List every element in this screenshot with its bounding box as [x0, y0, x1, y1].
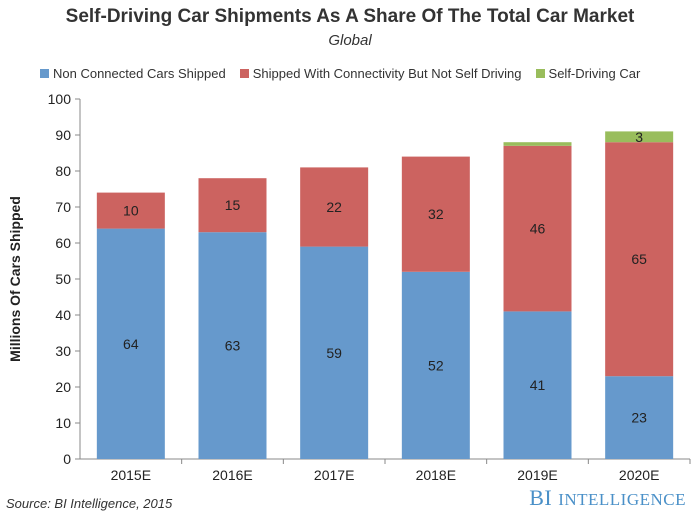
- legend-label-self-driving: Self-Driving Car: [548, 66, 641, 81]
- legend-label-connected: Shipped With Connectivity But Not Self D…: [252, 66, 522, 81]
- data-label: 15: [225, 197, 241, 213]
- x-tick-label: 2016E: [212, 467, 252, 483]
- data-label: 63: [225, 338, 241, 354]
- brand-logo: BI Intelligence: [529, 485, 686, 511]
- x-tick-label: 2017E: [314, 467, 354, 483]
- bar-segment-non-connected: [401, 271, 470, 459]
- legend-label-non-connected: Non Connected Cars Shipped: [53, 66, 226, 81]
- bar-segment-non-connected: [198, 232, 267, 459]
- brand-first: BI: [529, 485, 553, 510]
- bar-segment-connected: [96, 192, 165, 229]
- y-tick-label: 20: [55, 379, 71, 395]
- bar-segment-non-connected: [503, 311, 572, 459]
- y-tick-label: 30: [55, 343, 71, 359]
- legend-swatch-self-driving: [535, 69, 545, 78]
- data-label: 41: [530, 377, 546, 393]
- data-label: 46: [530, 221, 546, 237]
- data-label: 22: [326, 199, 342, 215]
- bar-segment-non-connected: [605, 376, 674, 459]
- data-label: 64: [123, 336, 139, 352]
- data-label: 23: [631, 410, 647, 426]
- bar-segment-connected: [300, 167, 369, 247]
- y-tick-label: 60: [55, 235, 71, 251]
- bar-segment-connected: [198, 178, 267, 233]
- legend-item-connected: Shipped With Connectivity But Not Self D…: [239, 66, 522, 81]
- brand-second: Intelligence: [558, 490, 686, 509]
- data-label: 3: [635, 129, 643, 145]
- data-label: 52: [428, 357, 444, 373]
- x-tick-label: 2015E: [111, 467, 151, 483]
- legend: Non Connected Cars Shipped Shipped With …: [40, 66, 640, 81]
- chart-subtitle: Global: [328, 32, 372, 49]
- x-tick-label: 2018E: [416, 467, 456, 483]
- bar-segment-self-driving: [605, 131, 674, 143]
- y-tick-label: 10: [55, 415, 71, 431]
- bar-segment-connected: [401, 156, 470, 272]
- data-label: 10: [123, 203, 139, 219]
- y-tick-label: 80: [55, 163, 71, 179]
- y-tick-label: 90: [55, 127, 71, 143]
- y-tick-label: 0: [63, 451, 71, 467]
- y-tick-label: 70: [55, 199, 71, 215]
- y-axis-label: Millions Of Cars Shipped: [7, 196, 23, 362]
- y-tick-label: 40: [55, 307, 71, 323]
- x-tick-label: 2020E: [619, 467, 659, 483]
- data-label: 32: [428, 206, 444, 222]
- x-tick-label: 2019E: [517, 467, 557, 483]
- bar-segment-non-connected: [300, 246, 369, 459]
- bar-segment-self-driving: [503, 142, 572, 146]
- legend-swatch-non-connected: [40, 69, 49, 78]
- data-label: 59: [326, 345, 342, 361]
- y-tick-label: 50: [55, 271, 71, 287]
- bar-segment-non-connected: [96, 228, 165, 459]
- legend-item-self-driving: Self-Driving Car: [535, 66, 641, 81]
- source-note: Source: BI Intelligence, 2015: [6, 496, 173, 511]
- data-label: 65: [631, 251, 647, 267]
- y-tick-label: 100: [48, 91, 72, 107]
- chart-title: Self-Driving Car Shipments As A Share Of…: [65, 6, 635, 27]
- legend-item-non-connected: Non Connected Cars Shipped: [40, 66, 226, 81]
- bar-segment-connected: [503, 145, 572, 312]
- legend-swatch-connected: [239, 69, 249, 78]
- bar-segment-connected: [605, 142, 674, 377]
